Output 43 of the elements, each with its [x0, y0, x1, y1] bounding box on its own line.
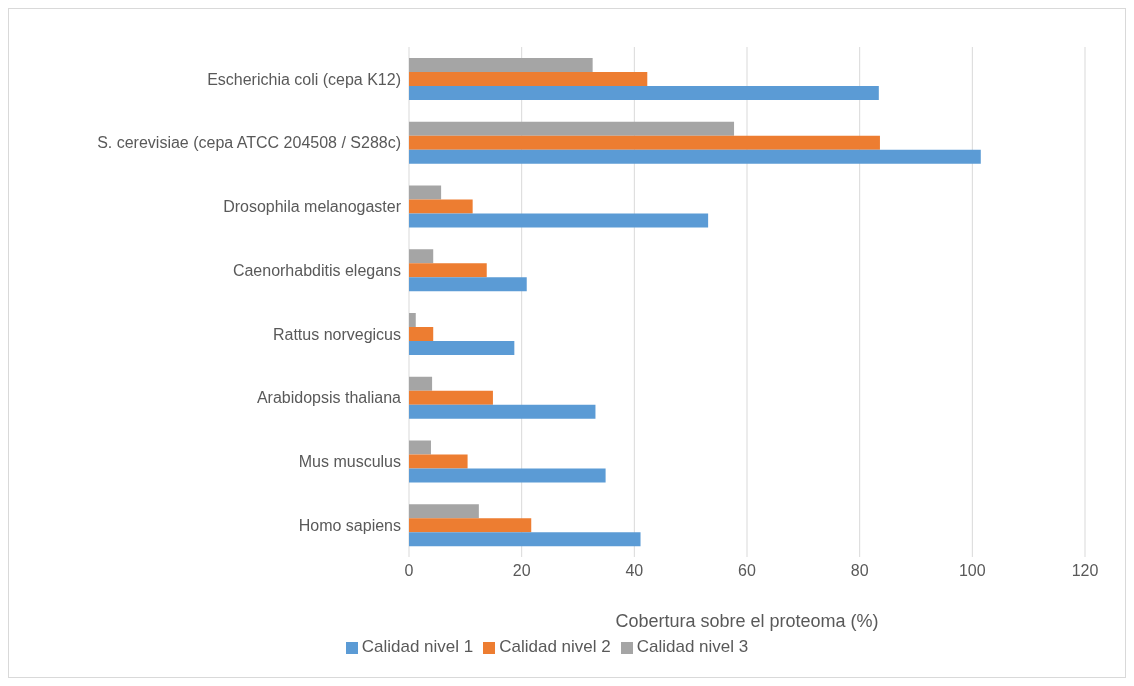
- y-tick-label: Drosophila melanogaster: [223, 198, 402, 216]
- bar: [409, 341, 515, 355]
- bar: [409, 121, 735, 136]
- bar: [409, 390, 493, 405]
- bar: [409, 185, 442, 200]
- bar: [409, 504, 479, 519]
- y-tick-label: Escherichia coli (cepa K12): [207, 70, 401, 88]
- legend-label: Calidad nivel 1: [361, 637, 474, 656]
- bar: [409, 149, 981, 164]
- bar: [409, 376, 433, 391]
- bar: [409, 263, 487, 278]
- y-tick-label: Mus musculus: [298, 453, 401, 471]
- x-tick-label: 20: [512, 562, 531, 580]
- bar: [409, 454, 468, 469]
- y-tick-label: S. cerevisiae (cepa ATCC 204508 / S288c): [97, 134, 401, 152]
- bar: [409, 532, 641, 547]
- bar: [409, 249, 434, 264]
- x-tick-label: 120: [1071, 562, 1099, 580]
- bar: [409, 440, 431, 455]
- x-tick-label: 60: [738, 562, 756, 580]
- bar: [409, 468, 606, 483]
- legend-label: Calidad nivel 2: [499, 637, 611, 656]
- bar: [409, 327, 434, 341]
- x-tick-label: 0: [404, 562, 414, 580]
- bar: [409, 313, 416, 327]
- bar: [409, 86, 879, 100]
- bar: [409, 58, 593, 72]
- bar: [409, 72, 648, 86]
- bar: [409, 199, 473, 214]
- bar: [409, 277, 527, 292]
- x-tick-label: 100: [958, 562, 986, 580]
- x-axis-title: Cobertura sobre el proteoma (%): [615, 611, 879, 631]
- y-tick-label: Homo sapiens: [298, 516, 401, 534]
- legend-label: Calidad nivel 3: [636, 637, 749, 656]
- bar: [409, 213, 709, 228]
- bar: [409, 518, 532, 533]
- bar: [409, 135, 880, 150]
- y-tick-label: Rattus norvegicus: [272, 325, 401, 343]
- bar: [409, 404, 596, 419]
- x-tick-label: 40: [625, 562, 644, 580]
- y-tick-label: Caenorhabditis elegans: [232, 261, 401, 279]
- y-tick-label: Arabidopsis thaliana: [256, 389, 402, 407]
- x-tick-label: 80: [850, 562, 869, 580]
